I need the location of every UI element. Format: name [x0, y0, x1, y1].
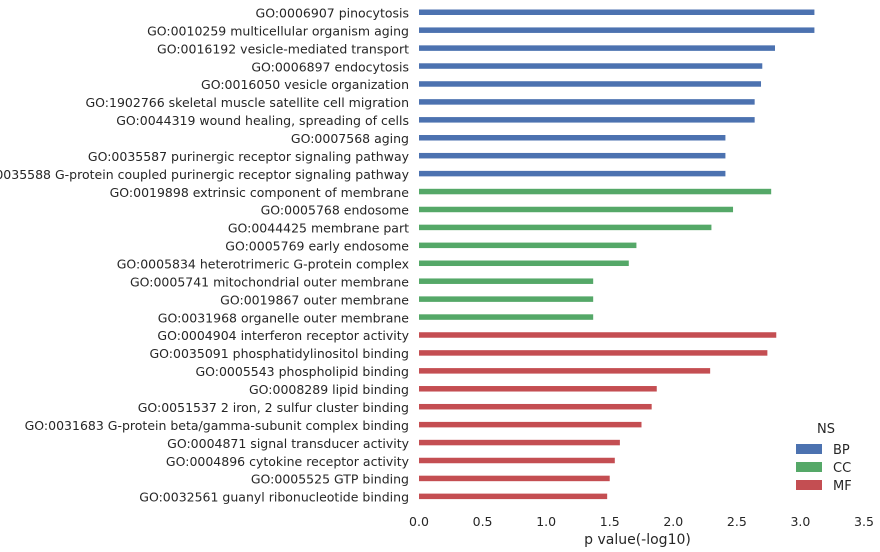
bar-mf: [419, 457, 615, 464]
bar-mf: [419, 332, 777, 338]
bar-cc: [419, 206, 734, 213]
bar-bp: [419, 9, 815, 15]
category-label: GO:0019898 extrinsic component of membra…: [110, 185, 410, 200]
category-label: GO:0006897 endocytosis: [251, 59, 409, 74]
x-tick-label: 2.5: [727, 514, 747, 529]
bar-cc: [419, 278, 594, 284]
bar-mf: [419, 421, 642, 428]
category-label: GO:0008289 lipid binding: [249, 382, 409, 397]
x-tick-label: 3.5: [854, 514, 874, 529]
legend-swatch-cc: [796, 462, 822, 472]
bar-bp: [419, 27, 815, 33]
category-label: GO:0004871 signal transducer activity: [167, 436, 409, 451]
category-label: GO:0005768 endosome: [261, 203, 410, 218]
x-tick-label: 1.0: [536, 514, 556, 529]
category-label: GO:0005834 heterotrimeric G-protein comp…: [117, 257, 409, 272]
category-label: GO:0019867 outer membrane: [220, 292, 409, 307]
legend-label-mf: MF: [833, 479, 852, 494]
bar-mf: [419, 386, 657, 392]
bar-bp: [419, 152, 726, 159]
bar-bp: [419, 135, 726, 141]
category-labels: GO:0006907 pinocytosis GO:0010259 multice…: [0, 6, 410, 505]
x-axis-ticks: 0.0 0.5 1.0 1.5 2.0 2.5 3.0 3.5: [409, 514, 874, 529]
bar-mf: [419, 475, 610, 482]
x-tick-label: 3.0: [790, 514, 810, 529]
x-axis-title: p value(-log10): [584, 532, 691, 548]
legend-title: NS: [817, 422, 835, 437]
bar-mf: [419, 350, 768, 356]
category-label: GO:0031683 G-protein beta/gamma-subunit …: [25, 418, 409, 433]
bar-mf: [419, 368, 711, 374]
x-tick-label: 0.5: [473, 514, 493, 529]
bar-bp: [419, 45, 775, 51]
bar-cc: [419, 224, 712, 231]
category-label: GO:0044425 membrane part: [228, 221, 409, 236]
x-tick-label: 1.5: [600, 514, 620, 529]
legend-label-cc: CC: [833, 461, 851, 476]
category-label: GO:0016192 vesicle-mediated transport: [157, 41, 409, 56]
x-tick-label: 2.0: [663, 514, 683, 529]
category-label: GO:0004904 interferon receptor activity: [157, 328, 409, 343]
bar-bp: [419, 81, 762, 87]
bars-layer: [419, 9, 815, 500]
category-label: GO:0044319 wound healing, spreading of c…: [116, 113, 409, 128]
bar-cc: [419, 188, 772, 195]
legend-swatch-bp: [796, 444, 822, 454]
category-label: GO:0005543 phospholipid binding: [195, 364, 409, 379]
bar-cc: [419, 296, 594, 302]
bar-cc: [419, 260, 629, 267]
x-tick-label: 0.0: [409, 514, 429, 529]
category-label: GO:0010259 multicellular organism aging: [147, 23, 409, 38]
category-label: GO:0035091 phosphatidylinositol binding: [150, 346, 410, 361]
bar-bp: [419, 170, 726, 177]
category-label: GO:0035587 purinergic receptor signaling…: [88, 149, 410, 164]
category-label: GO:0004896 cytokine receptor activity: [166, 454, 410, 469]
category-label: GO:0005769 early endosome: [225, 239, 409, 254]
category-label: GO:0007568 aging: [291, 131, 409, 146]
category-label: GO:0016050 vesicle organization: [201, 77, 409, 92]
category-label: GO:0006907 pinocytosis: [256, 6, 409, 21]
bar-bp: [419, 99, 755, 105]
bar-mf: [419, 439, 620, 446]
category-label: GO:0032561 guanyl ribonucleotide binding: [139, 490, 409, 505]
category-label: GO:0005741 mitochondrial outer membrane: [130, 274, 409, 289]
legend-label-bp: BP: [833, 443, 850, 458]
bar-cc: [419, 242, 637, 249]
bar-bp: [419, 63, 763, 69]
bar-bp: [419, 117, 755, 123]
bar-cc: [419, 314, 594, 320]
legend: NS BP CC MF: [796, 422, 852, 494]
category-label: GO:0031968 organelle outer membrane: [158, 310, 410, 325]
category-label: GO:1902766 skeletal muscle satellite cel…: [85, 95, 409, 110]
bar-mf: [419, 493, 608, 500]
bar-mf: [419, 403, 652, 410]
category-label: GO:0005525 GTP binding: [251, 472, 409, 487]
legend-swatch-mf: [796, 480, 822, 490]
category-label: GO:0035588 G-protein coupled purinergic …: [0, 167, 410, 182]
category-label: GO:0051537 2 iron, 2 sulfur cluster bind…: [138, 400, 409, 415]
